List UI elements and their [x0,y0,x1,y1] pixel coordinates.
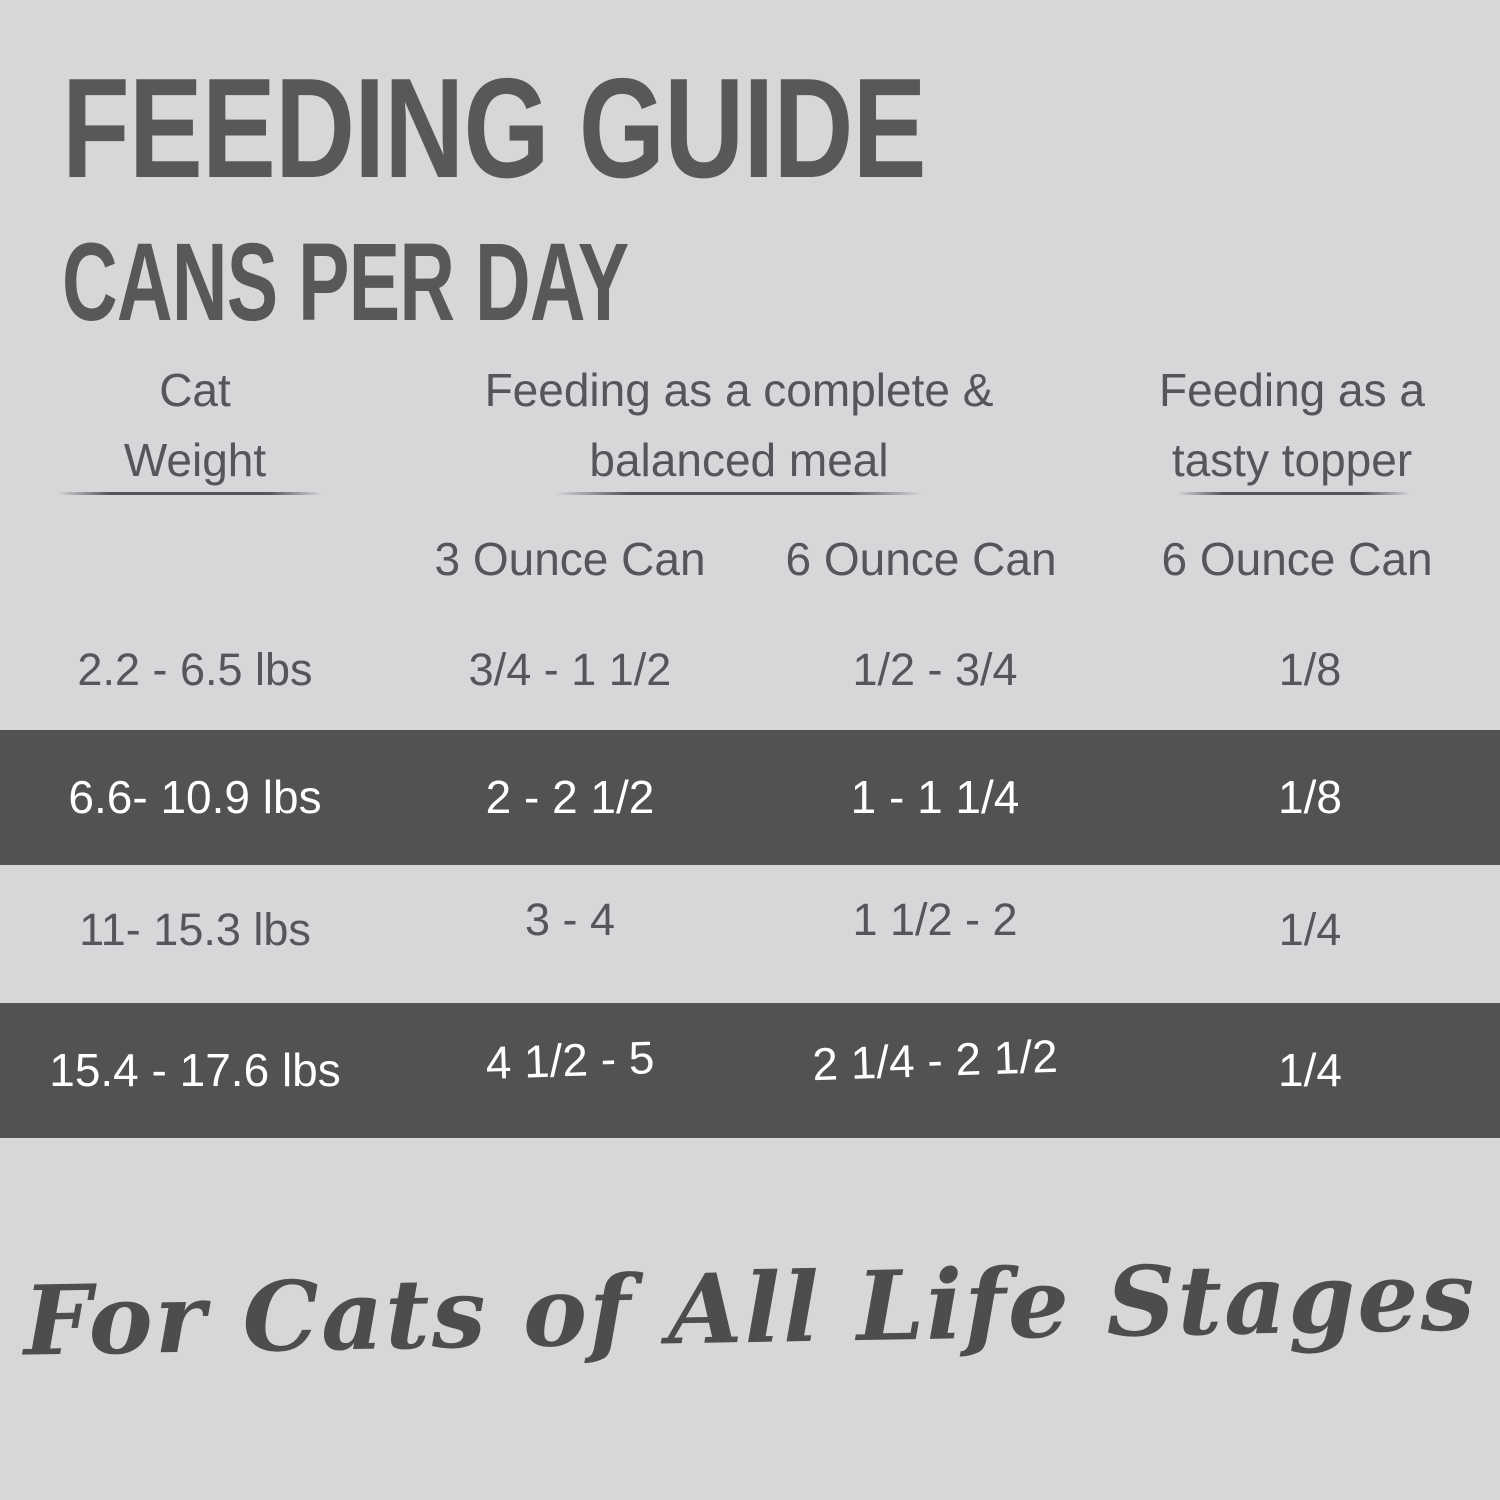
cell-6oz-topper: 1/8 [1278,643,1342,695]
cell-3oz: 3 - 4 [524,893,616,945]
col-header-cat-weight: Cat Weight [123,364,267,487]
subheader-6oz-can-topper: 6 Ounce Can [1161,533,1433,586]
cell-6oz-meal: 1 1/2 - 2 [852,893,1018,945]
table-subheader-row: 3 Ounce Can 6 Ounce Can 6 Ounce Can [0,500,1500,610]
script-tagline: For Cats of All Life Stages [22,1239,1478,1378]
header-underline-tasty-topper [1177,492,1410,495]
header-underline-complete-meal [555,492,922,495]
table-row: 2.2 - 6.5 lbs 3/4 - 1 1/2 1/2 - 3/4 1/8 [0,610,1500,730]
cell-3oz: 4 1/2 - 5 [484,1030,656,1089]
cell-6oz-topper: 1/8 [1278,770,1342,823]
cell-weight: 15.4 - 17.6 lbs [49,1043,341,1096]
title-block: FEEDING GUIDE CANS PER DAY [62,58,1169,338]
cell-3oz: 3/4 - 1 1/2 [468,643,672,695]
subheader-spacer [0,500,390,610]
cell-6oz-meal: 1/2 - 3/4 [852,643,1018,695]
table-row-highlighted: 6.6- 10.9 lbs 2 - 2 1/2 1 - 1 1/4 1/8 [0,730,1500,865]
cell-weight: 2.2 - 6.5 lbs [77,643,313,695]
page-subtitle: CANS PER DAY [62,221,629,344]
table-row-highlighted: 15.4 - 17.6 lbs 4 1/2 - 5 2 1/4 - 2 1/2 … [0,1003,1500,1138]
table-header-row: Cat Weight Feeding as a complete & balan… [0,350,1500,500]
cell-6oz-meal: 1 - 1 1/4 [850,770,1020,823]
table-row: 11- 15.3 lbs 3 - 4 1 1/2 - 2 1/4 [0,865,1500,995]
col-header-tasty-topper: Feeding as a tasty topper [1159,364,1425,487]
feeding-table: Cat Weight Feeding as a complete & balan… [0,350,1500,1138]
cell-weight: 11- 15.3 lbs [79,903,311,955]
subheader-3oz-can: 3 Ounce Can [434,533,706,586]
cell-weight: 6.6- 10.9 lbs [68,770,322,823]
cell-6oz-topper: 1/4 [1278,1043,1342,1096]
cell-3oz: 2 - 2 1/2 [485,770,655,823]
cell-6oz-topper: 1/4 [1278,903,1342,955]
header-underline-cat-weight [57,492,322,495]
cell-6oz-meal: 2 1/4 - 2 1/2 [811,1029,1059,1090]
subheader-6oz-can-meal: 6 Ounce Can [785,533,1057,586]
col-header-complete-meal: Feeding as a complete & balanced meal [484,364,994,487]
page-title: FEEDING GUIDE [62,49,927,208]
